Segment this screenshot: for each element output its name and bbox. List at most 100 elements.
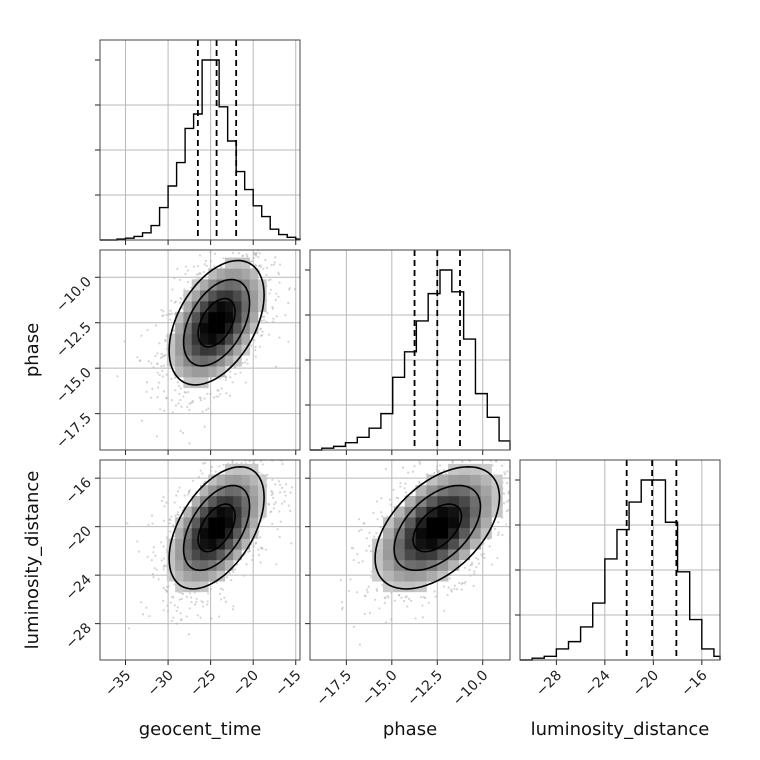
scatter-point xyxy=(157,578,160,581)
scatter-point xyxy=(174,514,177,517)
scatter-point xyxy=(389,503,392,506)
scatter-point xyxy=(278,457,280,459)
scatter-point xyxy=(234,366,237,369)
scatter-point xyxy=(254,349,257,352)
scatter-point xyxy=(475,566,478,569)
scatter-point xyxy=(238,456,240,458)
y-axis-label-luminosity-distance: luminosity_distance xyxy=(22,471,43,650)
density-cell xyxy=(233,485,242,497)
scatter-point xyxy=(506,470,509,473)
density-cell xyxy=(469,485,482,497)
scatter-point xyxy=(162,314,165,317)
scatter-point xyxy=(150,559,153,562)
density-cell xyxy=(393,570,406,582)
scatter-point xyxy=(251,442,253,444)
density-cell xyxy=(393,581,406,593)
scatter-point xyxy=(155,324,158,327)
scatter-point xyxy=(224,376,228,379)
density-cell xyxy=(191,355,201,367)
scatter-point xyxy=(176,267,179,270)
density-cell xyxy=(183,377,193,389)
density-cell xyxy=(183,517,193,529)
density-cell xyxy=(458,474,471,486)
density-cell xyxy=(216,549,226,561)
scatter-point xyxy=(273,503,276,506)
density-cell xyxy=(166,333,176,345)
scatter-point xyxy=(481,555,484,558)
scatter-point xyxy=(168,522,171,525)
density-cell xyxy=(191,495,201,507)
scatter-point xyxy=(219,393,222,396)
density-cell xyxy=(448,485,460,497)
scatter-point xyxy=(136,540,139,543)
scatter-point xyxy=(161,375,164,378)
scatter-point xyxy=(166,610,170,613)
density-cell xyxy=(426,538,438,550)
scatter-point xyxy=(171,288,174,291)
scatter-point xyxy=(278,535,281,539)
scatter-point xyxy=(203,397,206,400)
scatter-point xyxy=(267,279,271,282)
scatter-point xyxy=(263,315,266,318)
density-cell xyxy=(382,517,395,529)
scatter-point xyxy=(210,412,213,415)
y-tick-label: −24 xyxy=(63,572,95,604)
density-cell xyxy=(258,485,267,497)
axes-frame xyxy=(99,459,301,661)
scatter-point xyxy=(180,597,183,601)
scatter-point xyxy=(247,550,250,553)
density-cell xyxy=(200,322,209,334)
density-cell xyxy=(241,290,251,302)
density-cell xyxy=(208,549,217,561)
scatter-point xyxy=(145,606,148,609)
density-cell xyxy=(233,344,242,356)
density-cell xyxy=(469,474,482,486)
scatter-point xyxy=(210,465,213,469)
scatter-point xyxy=(284,483,288,486)
scatter-point xyxy=(378,607,381,610)
density-cell xyxy=(249,517,259,529)
scatter-point xyxy=(368,531,371,534)
scatter-point xyxy=(164,353,167,356)
density-cell xyxy=(382,538,395,550)
scatter-point xyxy=(402,599,406,603)
scatter-point xyxy=(482,542,485,545)
scatter-point xyxy=(190,600,193,604)
density-cell xyxy=(216,344,226,356)
density-cell xyxy=(404,581,416,593)
scatter-point xyxy=(477,558,480,561)
scatter-point xyxy=(225,392,228,395)
scatter-point xyxy=(367,585,370,588)
scatter-point xyxy=(506,457,508,459)
density-cell xyxy=(404,517,416,529)
scatter-point xyxy=(184,265,187,268)
density-cell xyxy=(200,485,209,497)
density-cell xyxy=(233,495,242,507)
density-cell xyxy=(382,527,395,539)
scatter-point xyxy=(188,442,191,445)
scatter-point xyxy=(406,605,409,608)
scatter-point xyxy=(177,402,180,405)
density-cell xyxy=(458,495,471,507)
density-cell xyxy=(200,344,209,356)
contour-line xyxy=(393,484,482,572)
scatter-point xyxy=(413,465,416,468)
density-cell xyxy=(469,538,482,550)
density-cell xyxy=(183,581,193,593)
density-cell xyxy=(249,268,259,280)
scatter-point xyxy=(360,528,363,531)
density-cell xyxy=(404,559,416,571)
density-cell xyxy=(208,333,217,345)
scatter-point xyxy=(196,264,200,268)
density-cell xyxy=(437,549,449,561)
scatter-point xyxy=(244,451,246,453)
scatter-point xyxy=(200,455,202,457)
density-cell xyxy=(208,527,217,539)
scatter-point xyxy=(497,521,500,524)
scatter-point xyxy=(153,567,156,570)
density-cell xyxy=(166,549,176,561)
scatter-point xyxy=(449,588,453,591)
density-cell xyxy=(458,527,471,539)
scatter-point xyxy=(477,562,481,565)
scatter-point xyxy=(254,355,257,358)
